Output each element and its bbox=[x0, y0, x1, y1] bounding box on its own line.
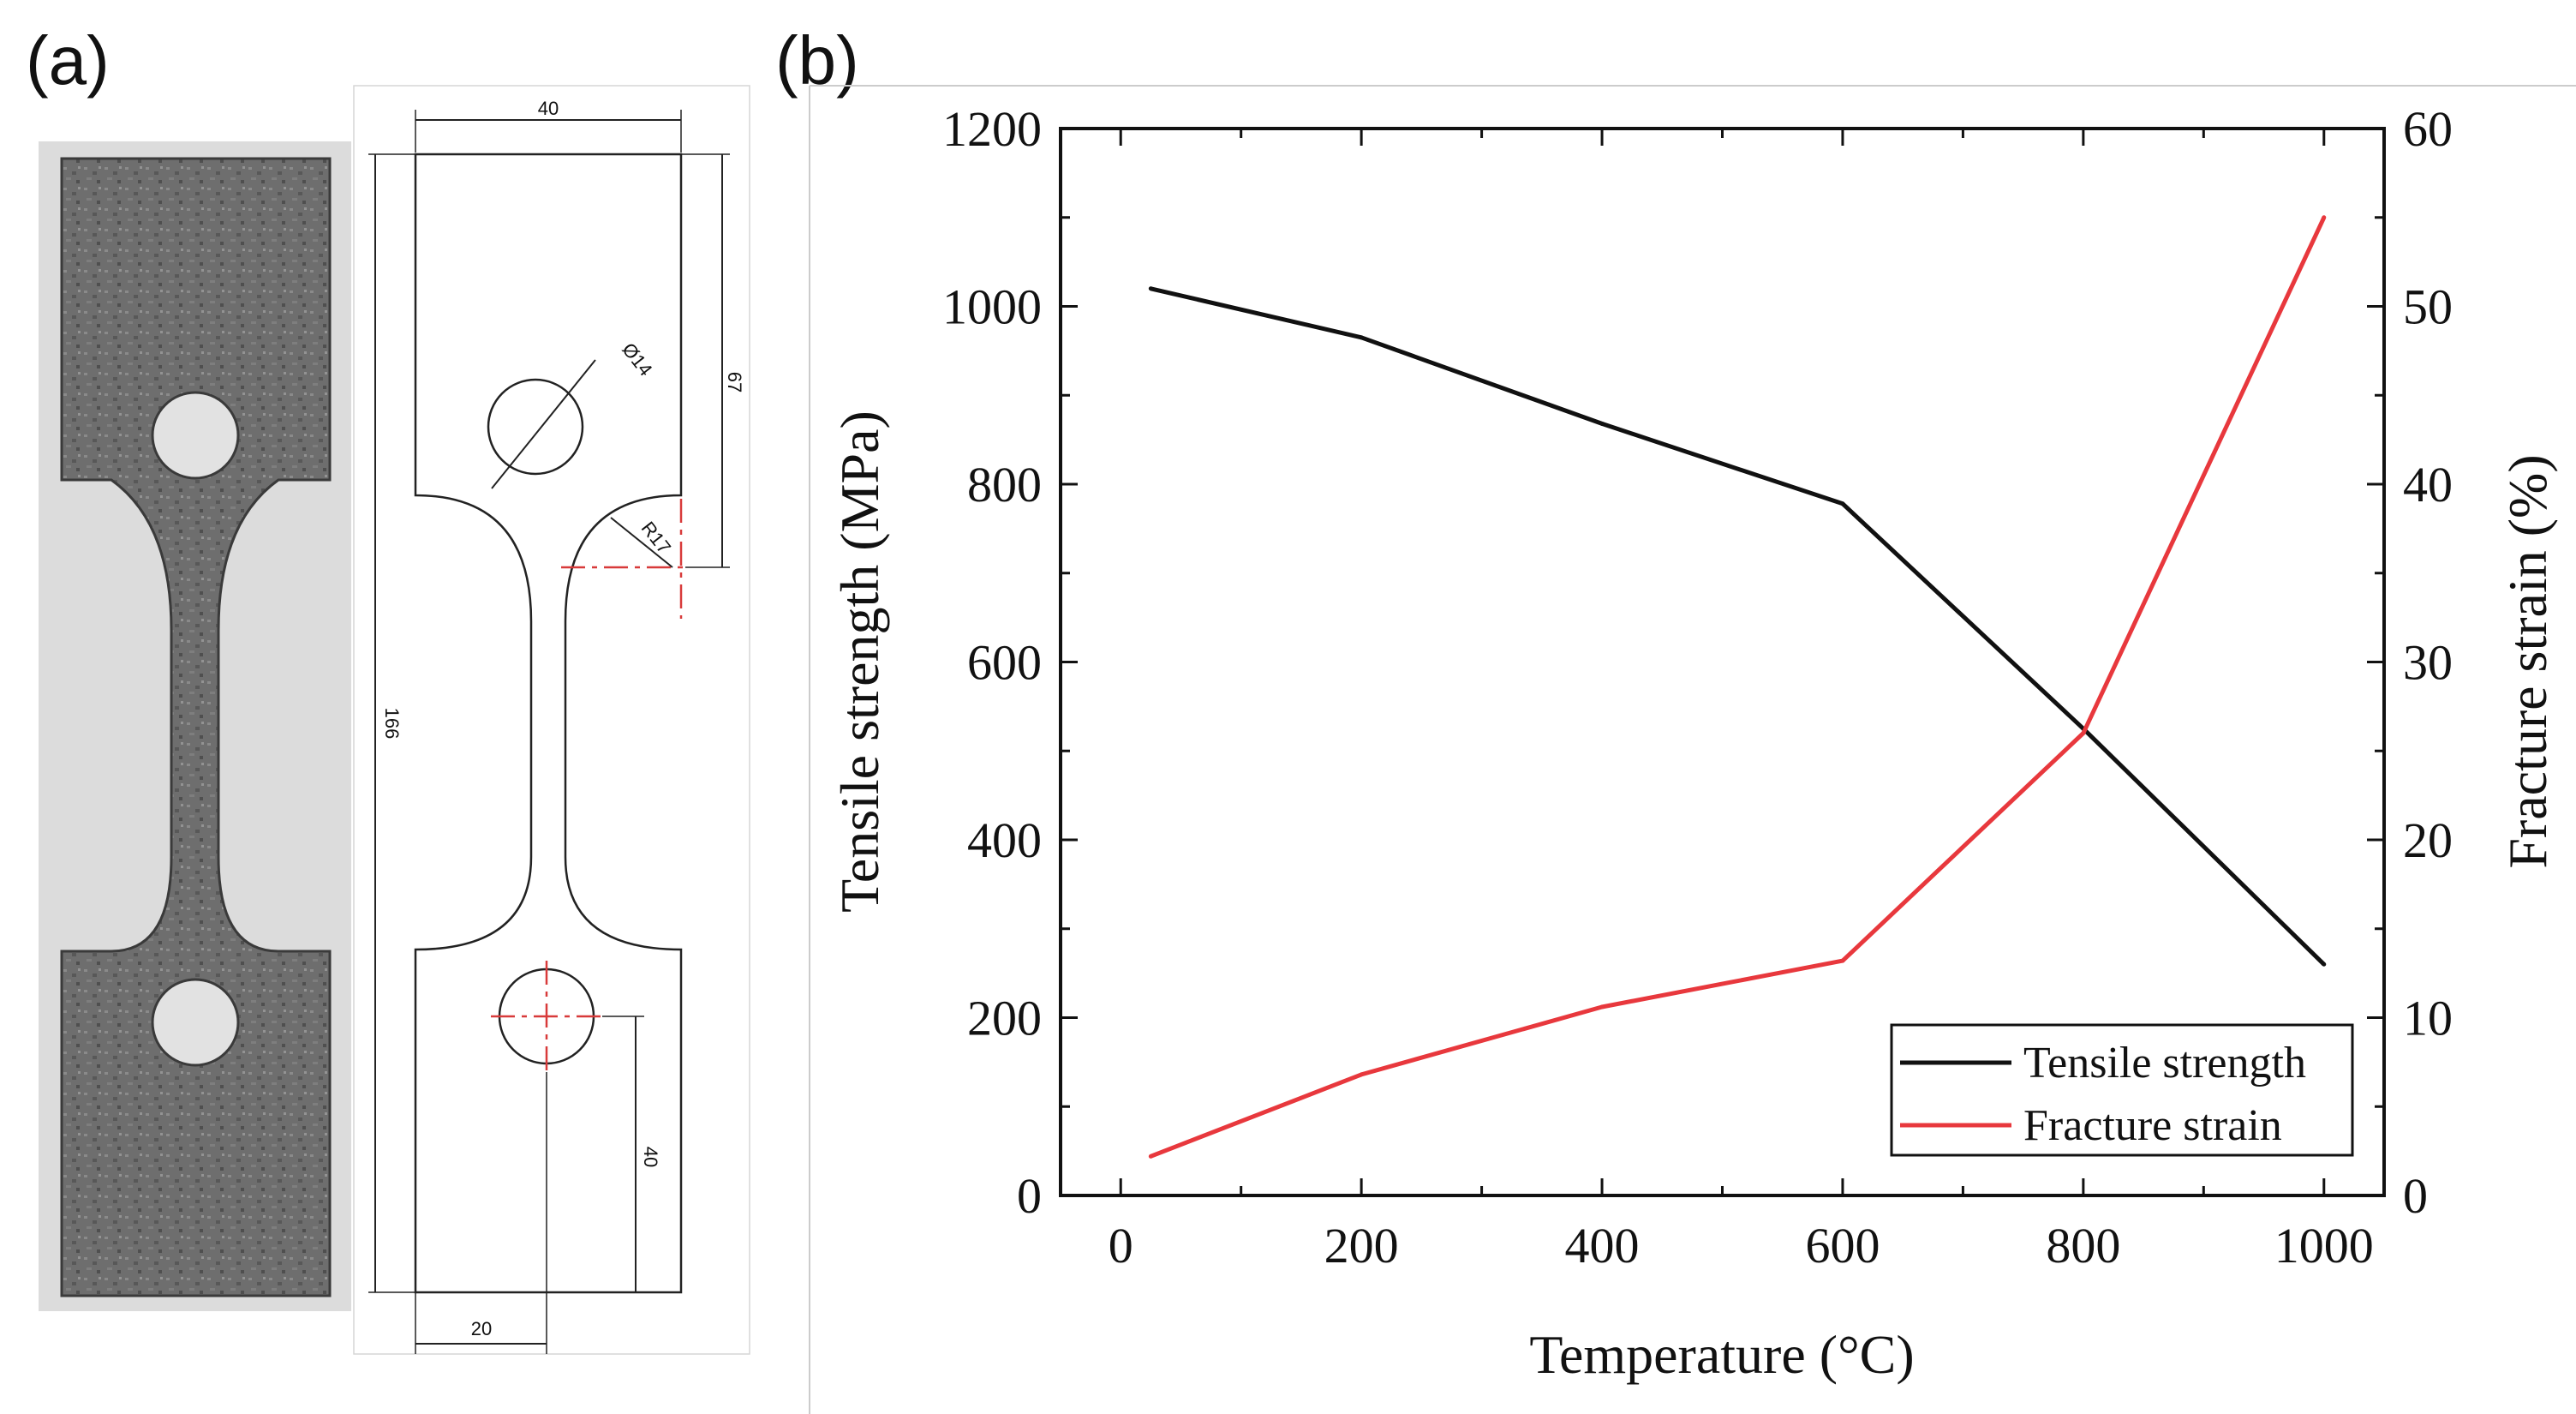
x-tick-label: 400 bbox=[1565, 1218, 1640, 1273]
dim-hole-offset: 20 bbox=[471, 1318, 492, 1339]
y2-tick-label: 50 bbox=[2403, 279, 2453, 335]
dim-upper: 67 bbox=[724, 372, 745, 392]
y2-tick-label: 20 bbox=[2403, 812, 2453, 868]
legend-label-fracture-strain: Fracture strain bbox=[2023, 1101, 2282, 1150]
x-tick-label: 200 bbox=[1324, 1218, 1399, 1273]
data-point-fracture-strain bbox=[1840, 958, 1845, 963]
y2-tick-label: 10 bbox=[2403, 991, 2453, 1046]
series-line-tensile-strength bbox=[1150, 286, 2326, 967]
data-point-fracture-strain bbox=[2081, 731, 2086, 735]
y-tick-label: 600 bbox=[967, 635, 1042, 691]
series-line-fracture-strain bbox=[1150, 216, 2327, 1159]
data-point-fracture-strain bbox=[1148, 1153, 1153, 1159]
data-point-tensile-strength bbox=[1840, 501, 1845, 506]
data-point-fracture-strain bbox=[2322, 215, 2327, 220]
y-tick-label: 1200 bbox=[942, 101, 1042, 157]
y2-tick-label: 60 bbox=[2403, 101, 2453, 157]
y2-axis-title: Fracture strain (%) bbox=[2497, 454, 2558, 868]
x-tick-label: 800 bbox=[2046, 1218, 2120, 1273]
technical-drawing: 40 166 67 40 20 Ø14 R17 bbox=[353, 85, 750, 1355]
plot-frame bbox=[1059, 127, 2386, 1197]
y2-tick-label: 0 bbox=[2403, 1168, 2428, 1224]
x-tick-label: 1000 bbox=[2274, 1218, 2374, 1273]
y2-tick-label: 30 bbox=[2403, 635, 2453, 691]
dim-length: 166 bbox=[381, 708, 403, 740]
y2-tick-label: 40 bbox=[2403, 457, 2453, 512]
data-point-fracture-strain bbox=[1359, 1072, 1364, 1077]
x-tick-label: 0 bbox=[1109, 1218, 1133, 1273]
legend: Tensile strength Fracture strain bbox=[1890, 1023, 2354, 1157]
dim-width: 40 bbox=[538, 98, 559, 119]
data-point-tensile-strength bbox=[1359, 335, 1364, 340]
y-tick-label: 1000 bbox=[942, 279, 1042, 335]
chart-tick-labels: 0 200 400 600 800 1000 0 200 400 600 800 1000 1200 0 1… bbox=[942, 101, 2453, 1273]
y-tick-label: 400 bbox=[967, 812, 1042, 868]
legend-box bbox=[1890, 1023, 2354, 1157]
panel-b-label: (b) bbox=[775, 22, 859, 99]
x-axis-title: Temperature (°C) bbox=[1529, 1324, 1914, 1385]
panel-a-label: (a) bbox=[26, 22, 110, 99]
y-tick-label: 0 bbox=[1017, 1168, 1042, 1224]
specimen-photo bbox=[39, 141, 351, 1311]
data-point-tensile-strength bbox=[2322, 962, 2327, 967]
data-point-fracture-strain bbox=[1599, 1004, 1605, 1010]
dim-lower: 40 bbox=[640, 1147, 661, 1167]
x-tick-label: 600 bbox=[1805, 1218, 1880, 1273]
chart-series bbox=[1148, 215, 2327, 1159]
y-tick-label: 200 bbox=[967, 991, 1042, 1046]
y-tick-label: 800 bbox=[967, 457, 1042, 512]
data-point-tensile-strength bbox=[1148, 286, 1153, 291]
legend-label-tensile-strength: Tensile strength bbox=[2023, 1039, 2306, 1087]
data-point-tensile-strength bbox=[1599, 421, 1605, 426]
y-axis-title: Tensile strength (MPa) bbox=[829, 410, 890, 913]
chart-b: 0 200 400 600 800 1000 0 200 400 600 800 1000 1200 0 1… bbox=[829, 101, 2558, 1385]
